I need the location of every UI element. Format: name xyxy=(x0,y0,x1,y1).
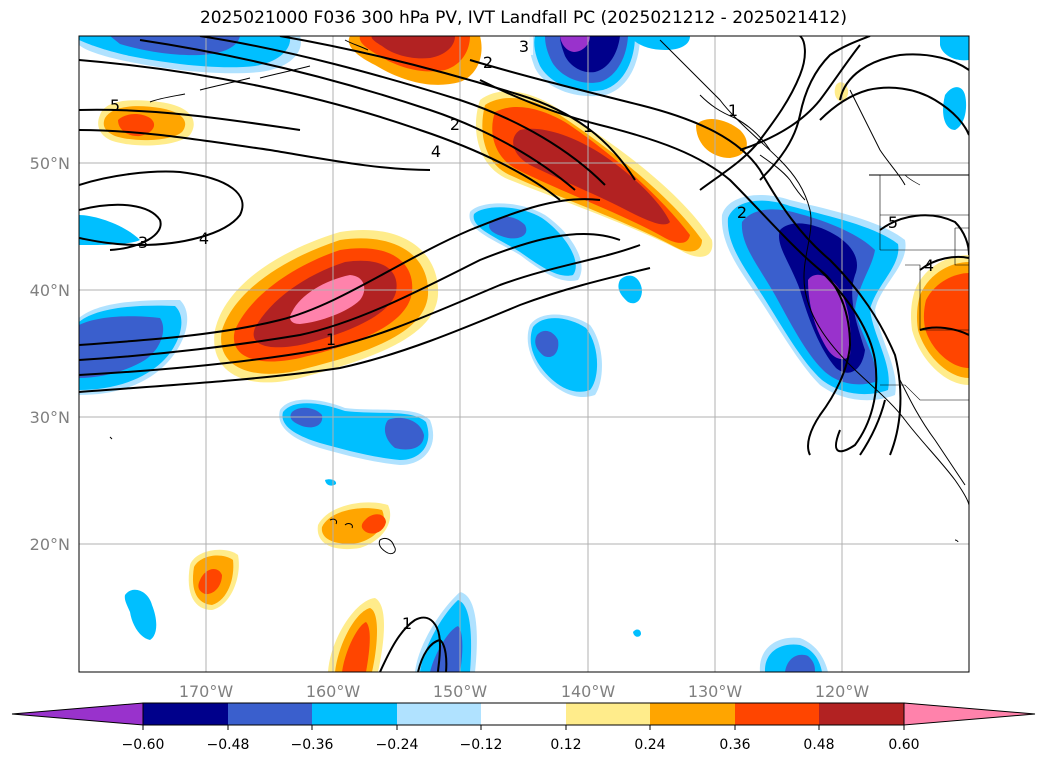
lon-label: 160°W xyxy=(306,682,361,701)
contour-label: 5 xyxy=(110,96,120,115)
lon-label: 140°W xyxy=(561,682,616,701)
lon-label: 170°W xyxy=(179,682,234,701)
colorbar-segment xyxy=(481,703,566,725)
colorbar-tick-label: 0.12 xyxy=(550,737,581,753)
contour-label: 2 xyxy=(737,203,747,222)
lat-label: 30°N xyxy=(30,408,70,427)
coastlines xyxy=(109,39,969,555)
colorbar-tick-label: −0.48 xyxy=(207,737,250,753)
lat-label: 50°N xyxy=(30,154,70,173)
contour-labels: 3 2 1 2 4 5 3 4 1 1 2 5 4 1 xyxy=(110,36,934,633)
contour-label: 2 xyxy=(450,115,460,134)
map-frame xyxy=(78,35,970,673)
colorbar-segment xyxy=(228,703,312,725)
colorbar-tick-label: 0.60 xyxy=(888,737,919,753)
contour-label: 3 xyxy=(138,233,148,252)
colorbar-segment xyxy=(397,703,481,725)
colorbar-segment xyxy=(566,703,650,725)
lat-label: 40°N xyxy=(30,281,70,300)
contour-label: 1 xyxy=(326,330,336,349)
colorbar-segment xyxy=(735,703,819,725)
colorbar-tick-label: 0.36 xyxy=(719,737,750,753)
longitude-labels: 170°W 160°W 150°W 140°W 130°W 120°W xyxy=(179,682,870,701)
latitude-labels: 50°N 40°N 30°N 20°N xyxy=(30,154,70,554)
contour-label: 4 xyxy=(199,229,209,248)
lat-label: 20°N xyxy=(30,535,70,554)
contour-label: 1 xyxy=(583,117,593,136)
colorbar-segment xyxy=(650,703,735,725)
contour-label: 4 xyxy=(431,142,441,161)
contour-label: 1 xyxy=(402,614,412,633)
lon-label: 150°W xyxy=(433,682,488,701)
colorbar-segment xyxy=(312,703,397,725)
contour-label: 4 xyxy=(924,256,934,275)
lon-label: 130°W xyxy=(688,682,743,701)
colorbar-extend-min xyxy=(11,702,144,726)
lon-label: 120°W xyxy=(815,682,870,701)
ivt-contours xyxy=(79,36,969,672)
contour-label: 1 xyxy=(728,101,738,120)
colorbar-tick-label: −0.36 xyxy=(291,737,334,753)
contour-label: 2 xyxy=(483,53,493,72)
colorbar-segment xyxy=(143,703,228,725)
map-panel: 3 2 1 2 4 5 3 4 1 1 2 5 4 1 xyxy=(79,36,969,672)
colorbar-tick-label: 0.48 xyxy=(803,737,834,753)
contour-label: 5 xyxy=(888,213,898,232)
colorbar-extend-max xyxy=(903,702,1036,726)
map-title: 2025021000 F036 300 hPa PV, IVT Landfall… xyxy=(199,8,847,28)
colorbar-tick-label: −0.12 xyxy=(460,737,503,753)
colorbar-segment xyxy=(819,703,904,725)
contour-label: 3 xyxy=(519,37,529,56)
colorbar-tick-label: 0.24 xyxy=(634,737,665,753)
graticule xyxy=(79,36,969,672)
colorbar: −0.60 −0.48 −0.36 −0.24 −0.12 0.12 0.24 … xyxy=(11,702,1036,753)
colorbar-tick-label: −0.60 xyxy=(122,737,165,753)
colorbar-tick-label: −0.24 xyxy=(376,737,419,753)
